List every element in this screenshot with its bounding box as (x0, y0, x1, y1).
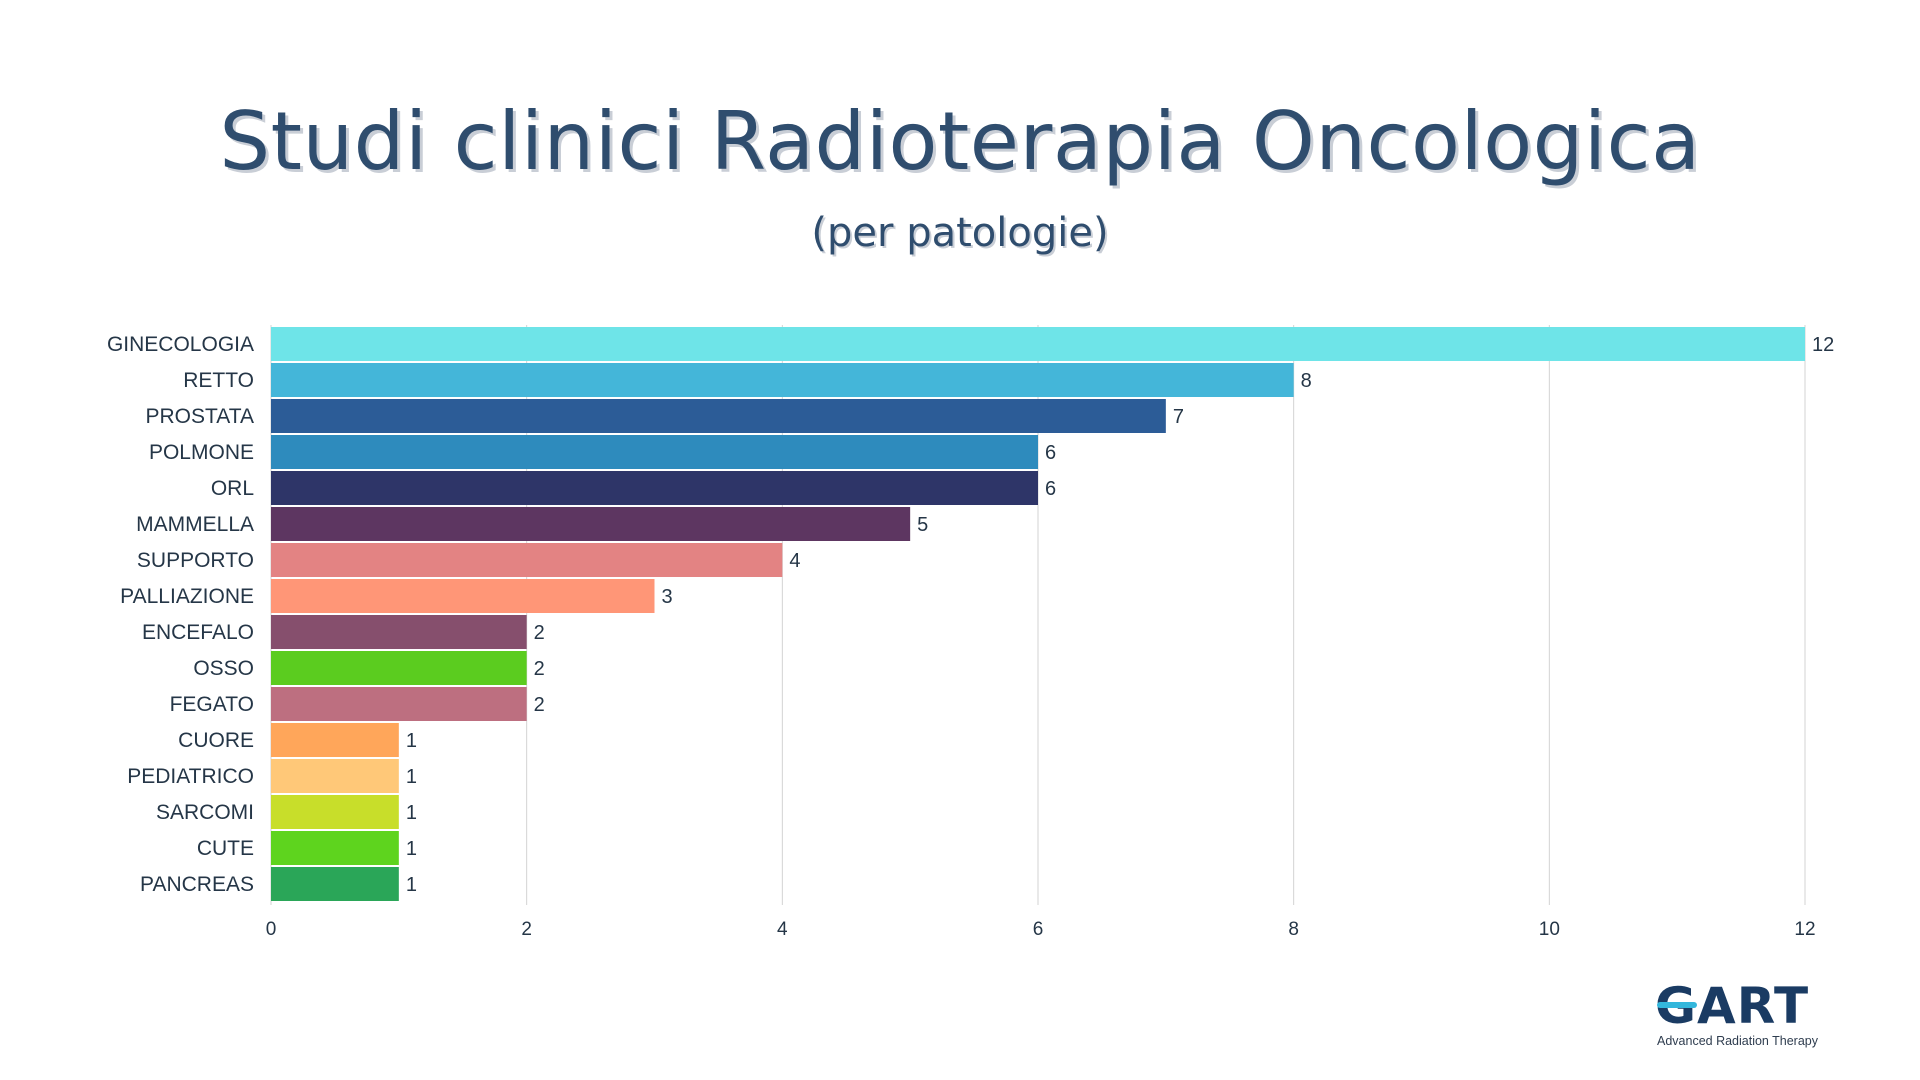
category-label: MAMMELLA (136, 513, 254, 536)
category-label: PALLIAZIONE (120, 585, 254, 608)
value-label: 12 (1812, 334, 1834, 356)
bar-retto (271, 363, 1294, 397)
category-label: SUPPORTO (137, 549, 254, 572)
value-label: 2 (534, 622, 545, 644)
value-label: 1 (406, 838, 417, 860)
bar-palliazione (271, 579, 655, 613)
logo-tagline: Advanced Radiation Therapy (1657, 1034, 1818, 1048)
bars (271, 327, 1805, 901)
chart-title: Studi clinici Radioterapia Oncologica (219, 95, 1701, 188)
bar-pediatrico (271, 759, 399, 793)
value-label: 3 (662, 586, 673, 608)
category-label: PEDIATRICO (127, 765, 254, 788)
value-label: 1 (406, 766, 417, 788)
bar-sarcomi (271, 795, 399, 829)
x-tick-label: 6 (1033, 919, 1044, 940)
category-label: PROSTATA (145, 405, 254, 428)
value-label: 8 (1301, 370, 1312, 392)
category-label: ORL (211, 477, 254, 500)
value-label: 2 (534, 658, 545, 680)
chart-subtitle: (per patologie) (811, 210, 1109, 256)
value-label: 1 (406, 730, 417, 752)
x-tick-label: 4 (777, 919, 788, 940)
category-label: OSSO (193, 657, 254, 680)
bar-polmone (271, 435, 1038, 469)
value-label: 1 (406, 802, 417, 824)
value-label: 1 (406, 874, 417, 896)
x-tick-label: 0 (266, 919, 277, 940)
x-tick-label: 10 (1539, 919, 1560, 940)
category-label: SARCOMI (156, 801, 254, 824)
value-label: 7 (1173, 406, 1184, 428)
category-label: PANCREAS (140, 873, 254, 896)
bar-fegato (271, 687, 527, 721)
logo-swoosh-icon (1657, 1002, 1697, 1008)
bar-pancreas (271, 867, 399, 901)
bar-osso (271, 651, 527, 685)
bar-cuore (271, 723, 399, 757)
x-tick-label: 12 (1794, 919, 1815, 940)
x-tick-label: 2 (521, 919, 532, 940)
category-label: CUORE (178, 729, 254, 752)
category-label: POLMONE (149, 441, 254, 464)
bar-orl (271, 471, 1038, 505)
value-label: 5 (917, 514, 928, 536)
bar-mammella (271, 507, 911, 541)
bar-supporto (271, 543, 783, 577)
bar-cute (271, 831, 399, 865)
value-label: 4 (789, 550, 800, 572)
category-label: CUTE (197, 837, 254, 860)
value-label: 6 (1045, 478, 1056, 500)
bar-encefalo (271, 615, 527, 649)
category-label: FEGATO (170, 693, 254, 716)
value-label: 6 (1045, 442, 1056, 464)
bar-ginecologia (271, 327, 1805, 361)
x-tick-label: 8 (1288, 919, 1299, 940)
category-label: RETTO (183, 369, 254, 392)
bar-prostata (271, 399, 1166, 433)
gart-logo: GART Advanced Radiation Therapy (1655, 980, 1855, 1050)
value-label: 2 (534, 694, 545, 716)
category-label: ENCEFALO (142, 621, 254, 644)
category-label: GINECOLOGIA (107, 333, 254, 356)
